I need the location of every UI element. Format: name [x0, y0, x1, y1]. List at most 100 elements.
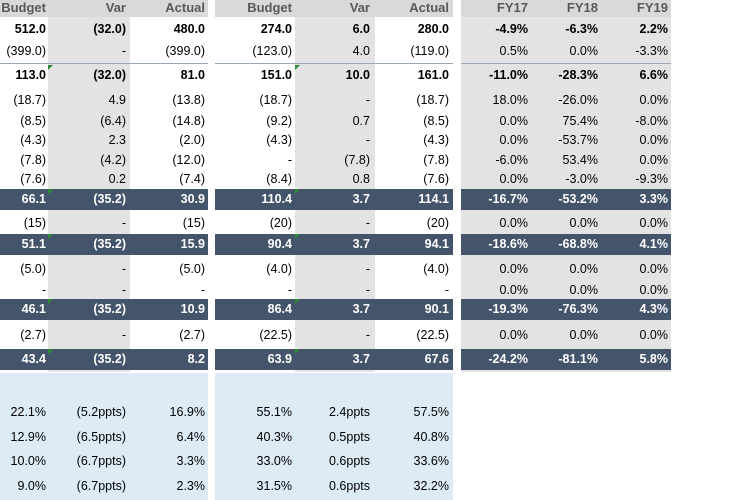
margin-cell: 22.1% — [10, 405, 46, 419]
table-cell: - — [121, 283, 126, 297]
group-gap-1 — [208, 0, 215, 500]
table-cell: 51.1 — [21, 237, 46, 251]
margin-cell: 12.9% — [10, 430, 46, 444]
table-cell: - — [365, 216, 370, 230]
table-cell: -3.3% — [635, 44, 668, 58]
table-cell: 0.0% — [569, 262, 599, 276]
table-cell: (20) — [269, 216, 292, 230]
margin-cell: 33.0% — [256, 454, 292, 468]
table-cell: -8.0% — [635, 114, 668, 128]
table-cell: - — [365, 93, 370, 107]
ratio-panel-2 — [215, 373, 453, 500]
table-cell: 67.6 — [424, 352, 449, 366]
table-cell: (15) — [23, 216, 46, 230]
table-cell: 113.0 — [15, 68, 46, 82]
table-cell: 10.0 — [345, 68, 370, 82]
table-cell: - — [444, 283, 449, 297]
table-cell: 4.9 — [108, 93, 126, 107]
table-cell: -11.0% — [489, 68, 528, 82]
table-cell: (8.4) — [266, 172, 292, 186]
table-cell: 0.0% — [569, 216, 599, 230]
table-cell: (2.7) — [179, 328, 205, 342]
margin-cell: 31.5% — [256, 479, 292, 493]
table-cell: 114.1 — [418, 192, 449, 206]
table-cell: 4.1% — [639, 237, 669, 251]
cell-note-marker — [295, 299, 300, 304]
table-cell: 0.0% — [639, 283, 669, 297]
margin-cell: (6.7ppts) — [76, 479, 126, 493]
table-cell: (2.0) — [179, 133, 205, 147]
margin-cell: (6.5ppts) — [76, 430, 126, 444]
header-bar-1 — [0, 0, 208, 17]
margin-cell: 57.5% — [413, 405, 449, 419]
table-cell: 15.9 — [180, 237, 205, 251]
table-cell: - — [121, 328, 126, 342]
margin-cell: 0.6ppts — [328, 454, 370, 468]
table-cell: - — [287, 283, 292, 297]
table-cell: 30.9 — [180, 192, 205, 206]
table-cell: (22.5) — [416, 328, 449, 342]
table-cell: - — [287, 153, 292, 167]
table-cell: 110.4 — [261, 192, 292, 206]
margin-cell: 0.5ppts — [328, 430, 370, 444]
table-cell: 512.0 — [14, 22, 46, 36]
table-cell: 4.0 — [352, 44, 370, 58]
table-cell: 0.0% — [639, 133, 669, 147]
table-cell: (7.6) — [20, 172, 46, 186]
table-cell: - — [200, 283, 205, 297]
margin-cell: 10.0% — [10, 454, 46, 468]
table-cell: 81.0 — [180, 68, 205, 82]
table-cell: -18.6% — [488, 237, 528, 251]
table-cell: 0.0% — [639, 153, 669, 167]
subtotal-band — [215, 234, 453, 255]
table-cell: - — [121, 262, 126, 276]
table-cell: (32.0) — [93, 68, 126, 82]
table-cell: 75.4% — [562, 114, 598, 128]
table-cell: (15) — [182, 216, 205, 230]
cell-note-marker — [48, 234, 53, 239]
table-cell: 3.3% — [639, 192, 669, 206]
table-cell: (4.0) — [266, 262, 292, 276]
table-cell: 90.1 — [424, 302, 449, 316]
table-cell: (7.8) — [423, 153, 449, 167]
table-cell: -53.7% — [558, 133, 598, 147]
table-cell: 0.8 — [352, 172, 370, 186]
table-cell: (399.0) — [165, 44, 205, 58]
table-cell: - — [121, 44, 126, 58]
table-cell: (18.7) — [13, 93, 46, 107]
table-cell: 0.0% — [499, 172, 529, 186]
table-cell: 480.0 — [173, 22, 205, 36]
table-cell: (14.8) — [172, 114, 205, 128]
table-cell: -28.3% — [558, 68, 598, 82]
table-cell: 4.3% — [639, 302, 669, 316]
table-cell: (8.5) — [20, 114, 46, 128]
table-cell: 0.0% — [639, 93, 669, 107]
column-header-budget: Budget — [1, 0, 46, 15]
table-cell: (18.7) — [259, 93, 292, 107]
table-cell: 53.4% — [562, 153, 598, 167]
table-cell: (7.8) — [344, 153, 370, 167]
table-cell: (12.0) — [172, 153, 205, 167]
cell-note-marker — [48, 65, 53, 70]
table-cell: 274.0 — [260, 22, 292, 36]
table-cell: 0.2 — [108, 172, 126, 186]
table-cell: (35.2) — [93, 352, 126, 366]
table-cell: (7.6) — [423, 172, 449, 186]
cell-note-marker — [295, 234, 300, 239]
table-cell: (123.0) — [252, 44, 292, 58]
table-cell: 0.0% — [639, 216, 669, 230]
column-header-actual: Actual — [165, 0, 205, 15]
table-cell: (7.8) — [20, 153, 46, 167]
table-cell: (4.0) — [423, 262, 449, 276]
subtotal-band — [461, 189, 671, 210]
subtotal-band — [461, 234, 671, 255]
table-cell: (6.4) — [100, 114, 126, 128]
subtotal-band — [461, 299, 671, 320]
margin-cell: (5.2ppts) — [76, 405, 126, 419]
header-bar-2 — [215, 0, 453, 17]
table-cell: 0.0% — [639, 328, 669, 342]
table-cell: (119.0) — [410, 44, 449, 58]
table-cell: (4.3) — [423, 133, 449, 147]
table-cell: 94.1 — [424, 237, 449, 251]
subtotal-band — [215, 349, 453, 370]
